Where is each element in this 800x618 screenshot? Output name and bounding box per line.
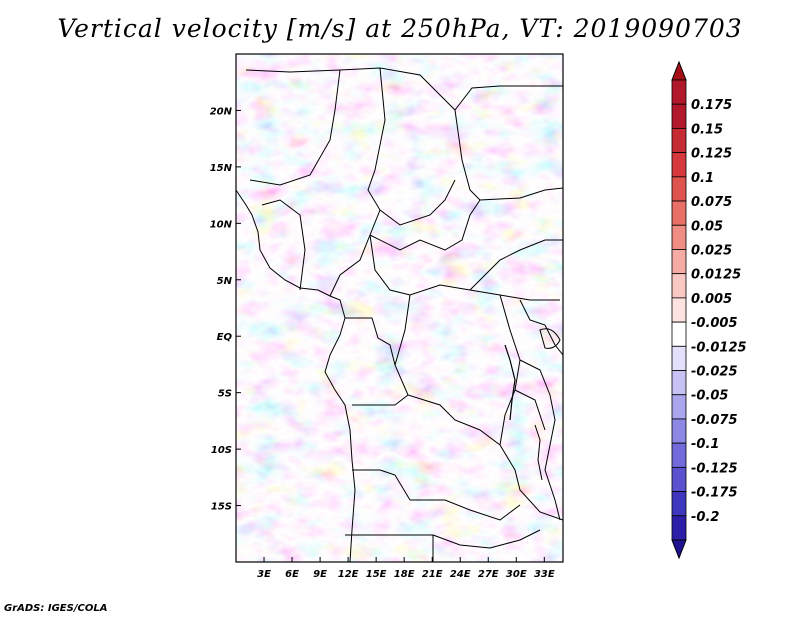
colorbar-segment (671, 273, 687, 299)
grads-credit: GrADS: IGES/COLA (4, 603, 108, 614)
colorbar-label: -0.2 (691, 510, 719, 525)
y-tick-label: EQ (217, 332, 233, 343)
colorbar-label: -0.025 (691, 365, 738, 380)
x-tick-label: 30E (506, 569, 527, 580)
x-tick-label: 3E (257, 569, 271, 580)
colorbar-segment (671, 128, 687, 154)
colorbar-label: 0.0125 (691, 268, 741, 283)
page-title: Vertical velocity [m/s] at 250hPa, VT: 2… (57, 14, 743, 43)
y-tick-label: 5N (217, 276, 233, 287)
colorbar-label: -0.075 (691, 413, 738, 428)
x-tick-label: 27E (478, 569, 499, 580)
x-tick-label: 15E (366, 569, 387, 580)
colorbar-segment (671, 418, 687, 444)
x-tick-label: 21E (422, 569, 443, 580)
colorbar-segment (671, 200, 687, 226)
colorbar-bottom-arrow (671, 539, 687, 560)
colorbar-label: -0.1 (691, 437, 719, 452)
colorbar-segment (671, 297, 687, 323)
colorbar-label: 0.075 (691, 195, 732, 210)
x-axis: 3E 6E 9E 12E 15E 18E 21E 24E 27E 30E 33E (257, 557, 555, 580)
y-tick-label: 10S (211, 445, 232, 456)
colorbar: 0.175 0.15 0.125 0.1 0.075 0.05 0.025 0.0125 0.0… (671, 60, 747, 560)
colorbar-segment (671, 321, 687, 347)
colorbar-segment (671, 249, 687, 275)
x-tick-label: 18E (394, 569, 415, 580)
colorbar-segment (671, 224, 687, 250)
colorbar-label: 0.15 (691, 122, 723, 137)
colorbar-segment (671, 345, 687, 371)
colorbar-segment (671, 176, 687, 202)
colorbar-label: 0.125 (691, 147, 732, 162)
colorbar-segment (671, 370, 687, 396)
y-tick-label: 10N (210, 219, 233, 230)
y-tick-label: 20N (210, 106, 233, 117)
colorbar-label: 0.025 (691, 243, 732, 258)
colorbar-segment (671, 79, 687, 105)
colorbar-segment (671, 394, 687, 420)
colorbar-segment (671, 103, 687, 129)
x-tick-label: 24E (450, 569, 471, 580)
colorbar-label: 0.005 (691, 292, 732, 307)
colorbar-label: -0.005 (691, 316, 738, 331)
colorbar-label: -0.05 (691, 389, 728, 404)
colorbar-segment (671, 442, 687, 468)
y-axis: 20N 15N 10N 5N EQ 5S 10S 15S (210, 106, 241, 513)
colorbar-segment (671, 152, 687, 178)
colorbar-label: 0.1 (691, 171, 714, 186)
x-tick-label: 6E (285, 569, 299, 580)
colorbar-segment (671, 515, 687, 541)
colorbar-segment (671, 491, 687, 517)
colorbar-label: -0.0125 (691, 340, 747, 355)
colorbar-label: -0.125 (691, 461, 738, 476)
x-tick-label: 9E (313, 569, 327, 580)
colorbar-top-arrow (671, 60, 687, 81)
y-tick-label: 15S (211, 502, 232, 513)
vertical-velocity-field (236, 54, 563, 562)
x-tick-label: 33E (534, 569, 555, 580)
x-tick-label: 12E (338, 569, 359, 580)
colorbar-label: 0.05 (691, 219, 723, 234)
colorbar-label: -0.175 (691, 486, 738, 501)
colorbar-label: 0.175 (691, 98, 732, 113)
country-boundaries (236, 67, 563, 562)
plot-frame (235, 53, 564, 563)
colorbar-segment (671, 466, 687, 492)
y-tick-label: 5S (218, 389, 232, 400)
y-tick-label: 15N (210, 163, 233, 174)
